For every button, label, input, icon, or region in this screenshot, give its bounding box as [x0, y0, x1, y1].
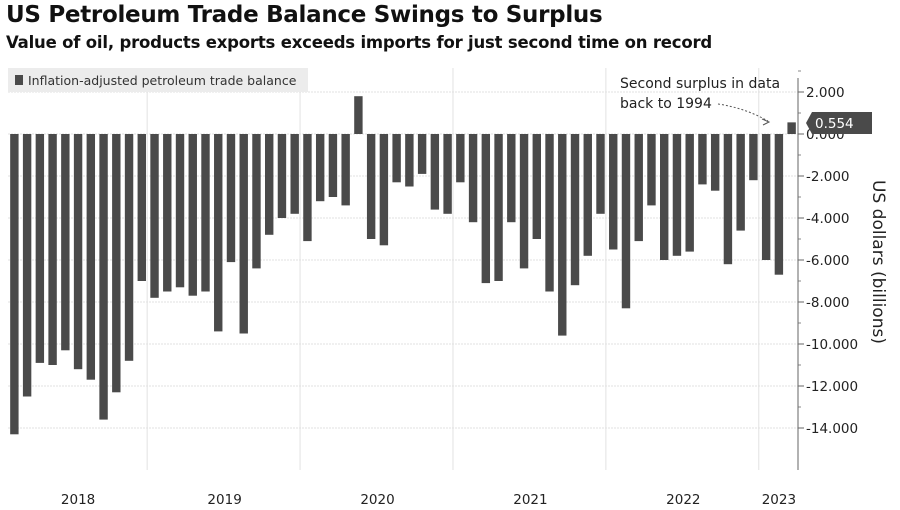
bar — [774, 134, 784, 275]
y-tick-label: 2.000 — [806, 85, 845, 101]
x-tick-label: 2020 — [360, 492, 394, 508]
bar — [226, 134, 236, 263]
bar — [634, 134, 643, 242]
bar — [405, 134, 414, 187]
y-tick-label: -6.000 — [806, 253, 850, 269]
bar — [354, 96, 363, 134]
bar — [570, 134, 580, 286]
bar — [265, 134, 274, 235]
bar — [519, 134, 529, 269]
bar — [507, 134, 516, 223]
x-tick-label: 2018 — [61, 492, 95, 508]
last-value-tag — [806, 112, 872, 134]
bar — [672, 134, 682, 256]
bar — [417, 134, 427, 174]
bar — [761, 134, 771, 260]
y-tick-label: -2.000 — [806, 169, 850, 185]
bar — [86, 134, 96, 380]
y-tick-label: -10.000 — [806, 337, 858, 353]
bar — [710, 134, 720, 191]
annotation-line-2: back to 1994 — [620, 96, 712, 112]
last-value-label: 0.554 — [815, 116, 854, 132]
bar — [698, 134, 707, 185]
bar — [494, 134, 503, 281]
bar — [468, 134, 478, 223]
bar — [214, 134, 223, 332]
bar — [430, 134, 440, 210]
y-tick-label: -8.000 — [806, 295, 850, 311]
bar — [163, 134, 172, 292]
bar — [685, 134, 694, 252]
x-tick-label: 2021 — [513, 492, 547, 508]
bar — [481, 134, 491, 284]
bar — [290, 134, 299, 214]
bar — [315, 134, 325, 202]
y-tick-label: -14.000 — [806, 421, 858, 437]
chart-title: US Petroleum Trade Balance Swings to Sur… — [6, 2, 603, 28]
y-tick-label: -12.000 — [806, 379, 858, 395]
bar — [787, 122, 796, 134]
bar — [456, 134, 465, 183]
bar — [609, 134, 618, 250]
y-axis-label: US dollars (billions) — [868, 180, 888, 344]
bar — [22, 134, 32, 397]
bar — [137, 134, 146, 281]
bar — [596, 134, 605, 214]
legend-box — [8, 68, 308, 92]
y-tick-label: -4.000 — [806, 211, 850, 227]
bar — [366, 134, 376, 239]
bar — [277, 134, 287, 218]
bar — [150, 134, 159, 298]
legend-swatch — [15, 75, 23, 85]
bar — [660, 134, 669, 260]
x-tick-label: 2022 — [666, 492, 700, 508]
bar — [73, 134, 83, 370]
bar — [252, 134, 261, 269]
annotation-line-1: Second surplus in data — [620, 76, 780, 92]
bar — [188, 134, 197, 296]
bar — [341, 134, 350, 206]
bar — [736, 134, 745, 231]
bar — [379, 134, 389, 246]
chart-subtitle: Value of oil, products exports exceeds i… — [6, 33, 713, 52]
bar — [443, 134, 452, 214]
bar — [10, 134, 19, 435]
bar — [48, 134, 57, 365]
x-tick-label: 2023 — [762, 492, 796, 508]
bar — [124, 134, 134, 361]
bar — [201, 134, 210, 292]
bar — [175, 134, 185, 288]
bar — [532, 134, 541, 239]
bar — [723, 134, 733, 265]
bar — [35, 134, 45, 363]
annotation-arrowhead — [761, 118, 771, 126]
bar — [647, 134, 656, 206]
bar — [61, 134, 70, 351]
bar — [239, 134, 248, 334]
bar — [112, 134, 121, 393]
bar — [328, 134, 338, 197]
bar — [558, 134, 567, 336]
annotation-arrow — [717, 103, 769, 122]
x-tick-label: 2019 — [207, 492, 241, 508]
bar — [545, 134, 554, 292]
bar — [392, 134, 401, 183]
bar — [99, 134, 108, 420]
bar — [621, 134, 631, 309]
legend-label: Inflation-adjusted petroleum trade balan… — [28, 73, 297, 88]
bar — [583, 134, 592, 256]
bar — [749, 134, 758, 181]
bar — [303, 134, 312, 242]
